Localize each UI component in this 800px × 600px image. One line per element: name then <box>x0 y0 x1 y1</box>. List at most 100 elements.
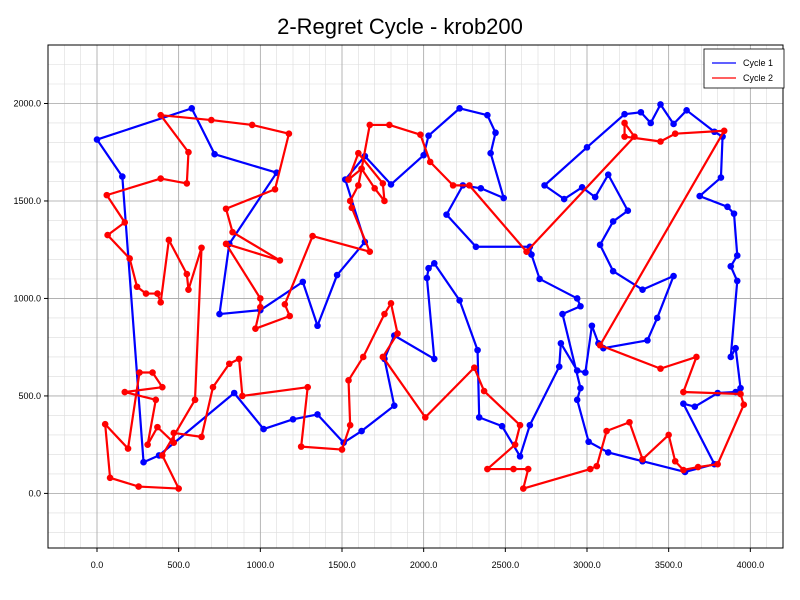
cycle-1-node <box>604 449 612 456</box>
cycle-2-edge <box>300 445 344 451</box>
cycle-2-edge <box>623 135 662 143</box>
cycle-2-edge <box>172 431 203 438</box>
cycle-1-node <box>560 195 568 203</box>
cycle-2-node <box>309 232 316 240</box>
cycle-1-edge <box>698 194 729 208</box>
cycle-1-edge <box>422 134 430 157</box>
cycle-1-node <box>456 105 463 112</box>
cycle-1-edge <box>218 309 262 316</box>
cycle-2-edge <box>419 133 432 164</box>
cycle-1-node <box>609 218 617 225</box>
cycle-2-edge <box>525 135 636 253</box>
cycle-2-edge <box>224 242 262 300</box>
cycle-1-node <box>596 241 604 249</box>
cycle-2-node <box>621 119 628 127</box>
cycle-2-edge <box>185 151 190 185</box>
cycle-1-edge <box>576 398 590 443</box>
cycle-2-edge <box>231 231 282 262</box>
cycle-1-edge <box>301 280 319 327</box>
cycle-1-edge <box>95 107 193 141</box>
cycle-2-node <box>593 462 601 470</box>
cycle-2-edge <box>254 314 291 330</box>
cycle-1-edge <box>393 334 436 360</box>
cycle-1-edge <box>558 342 562 368</box>
cycle-2-edge <box>159 238 170 304</box>
cycle-1-edge <box>598 243 615 273</box>
cycle-2-node <box>159 452 166 459</box>
cycle-2-node <box>366 248 374 255</box>
cycle-2-node <box>621 133 628 140</box>
legend-label-cycle-1: Cycle 1 <box>743 58 773 68</box>
cycle-1-edge <box>585 113 626 149</box>
cycle-2-node <box>345 377 352 384</box>
cycle-1-node <box>730 210 738 217</box>
cycle-1-edge <box>682 402 716 466</box>
cycle-1-node <box>591 193 599 201</box>
cycle-2-node <box>394 330 401 337</box>
cycle-2-edge <box>659 355 698 370</box>
legend-label-cycle-2: Cycle 2 <box>743 73 773 83</box>
cycle-2-edge <box>159 114 190 154</box>
cycle-1-edge <box>646 316 659 342</box>
cycle-2-node <box>226 360 233 368</box>
cycle-1-node <box>314 411 321 418</box>
series-cycle-2 <box>101 111 748 492</box>
cycle-1-edge <box>729 279 739 359</box>
cycle-1-node <box>314 322 321 330</box>
cycle-2-edge <box>211 362 231 389</box>
cycle-2-node <box>417 131 424 138</box>
cycle-2-node <box>209 383 217 391</box>
cycle-2-edge <box>360 123 371 170</box>
cycle-2-node <box>222 240 230 248</box>
cycle-2-edge <box>381 332 399 359</box>
cycle-2-node <box>714 460 721 468</box>
cycle-1-edge <box>445 184 464 216</box>
cycle-1-node <box>474 346 481 354</box>
cycle-1-edge <box>190 107 216 156</box>
cycle-2-node <box>103 191 111 199</box>
x-tick-label: 1500.0 <box>328 560 356 570</box>
cycle-1-node <box>557 339 565 347</box>
cycle-1-node <box>588 322 596 330</box>
cycle-1-node <box>573 396 581 404</box>
cycle-2-node <box>257 295 264 302</box>
cycle-2-edge <box>300 386 309 448</box>
cycle-1-node <box>358 427 365 435</box>
cycle-2-node <box>235 355 243 363</box>
cycle-1-node <box>420 151 427 159</box>
cycle-2-node <box>144 441 151 448</box>
cycle-2-node <box>510 465 517 473</box>
cycle-2-node <box>639 455 646 463</box>
cycle-2-edge <box>137 485 180 490</box>
x-tick-label: 0.0 <box>91 560 104 570</box>
cycle-2-node <box>185 148 192 156</box>
x-tick-label: 3000.0 <box>573 560 601 570</box>
cycle-1-edge <box>383 357 396 407</box>
cycle-1-edge <box>233 391 265 431</box>
cycle-2-node <box>381 197 388 205</box>
cycle-2-node <box>358 165 365 173</box>
cycle-1-node <box>230 389 238 397</box>
cycle-1-node <box>260 425 267 433</box>
cycle-1-edge <box>363 155 393 186</box>
axis-ticks: 0.0 500.0 1000.0 1500.0 2000.0 2500.0 3000.0 35… <box>13 98 764 570</box>
cycle-1-edge <box>607 451 644 463</box>
cycle-1-node <box>456 297 463 304</box>
cycle-2-edge <box>429 160 455 187</box>
cycle-1-node <box>387 181 395 188</box>
cycle-2-node <box>136 369 143 376</box>
cycle-2-node <box>297 443 305 450</box>
cycle-2-node <box>191 396 199 404</box>
cycle-1-edge <box>584 324 594 374</box>
cycle-2-node <box>379 353 387 361</box>
cycle-1-node <box>211 150 218 158</box>
cycle-1-node <box>119 173 126 180</box>
cycle-1-edge <box>95 138 124 178</box>
cycle-2-node <box>175 485 182 492</box>
cycle-2-node <box>680 466 687 474</box>
cycle-2-node <box>101 420 109 428</box>
cycle-1-edge <box>316 273 339 327</box>
cycle-1-edge <box>316 413 345 444</box>
cycle-1-edge <box>602 339 649 350</box>
cycle-1-edge <box>530 253 541 281</box>
